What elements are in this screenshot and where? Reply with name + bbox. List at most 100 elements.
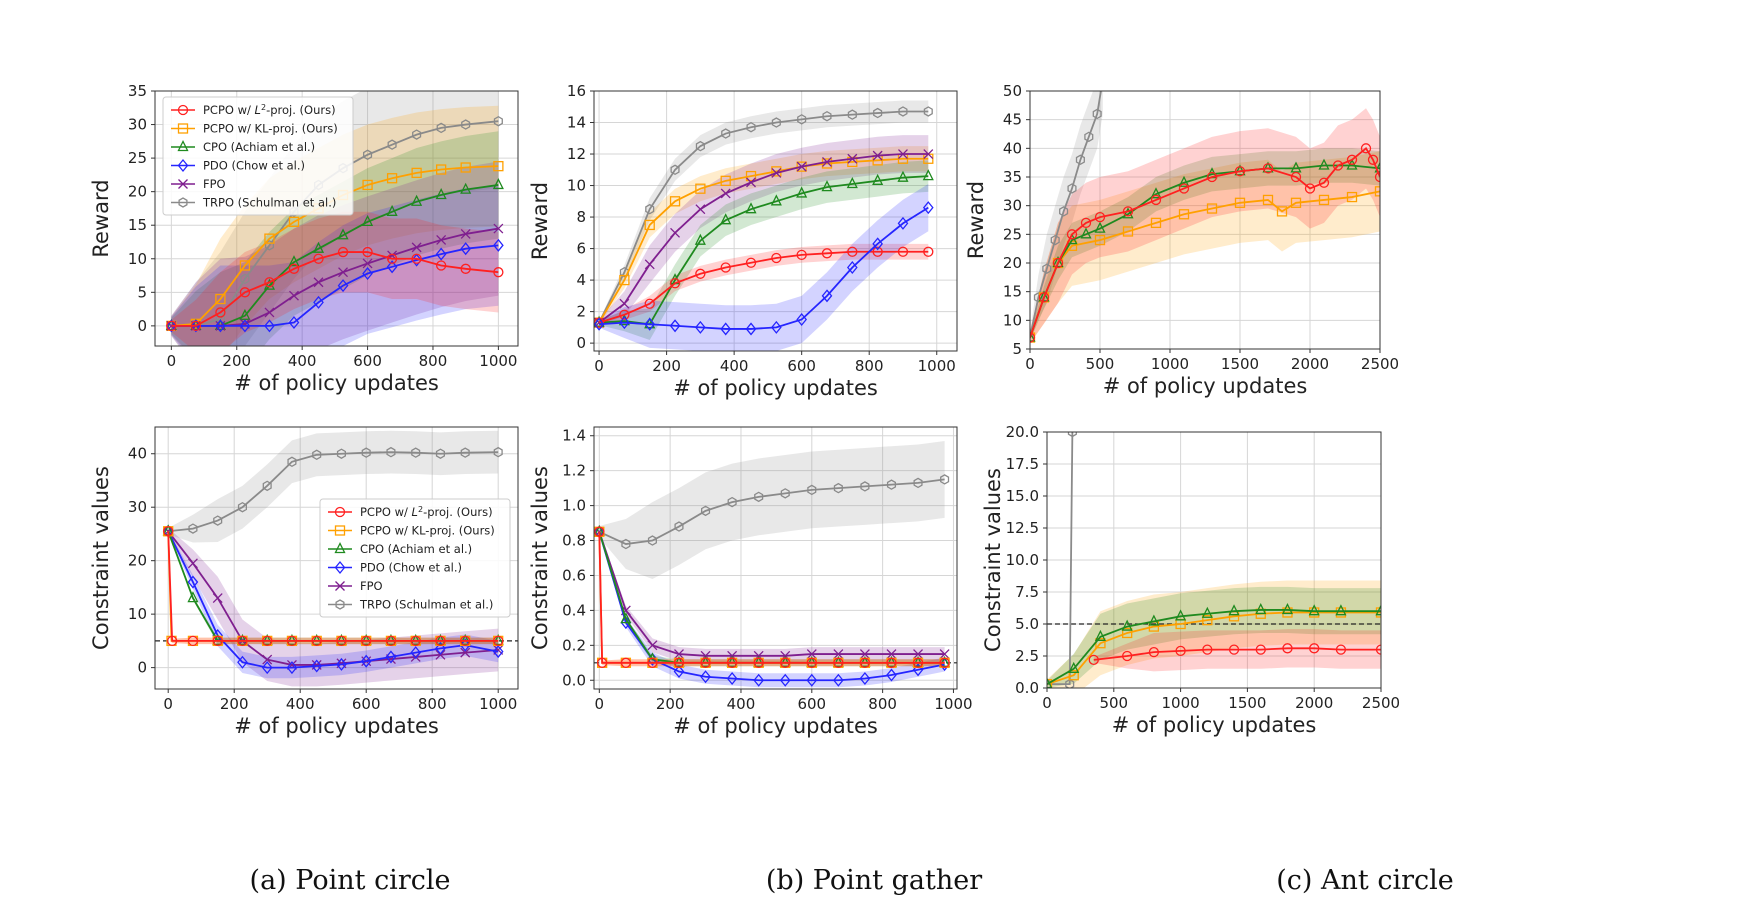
data-point-pcpo_kl	[435, 164, 447, 175]
x-tick-label: 600	[352, 695, 381, 713]
data-point-pcpo_l2	[362, 246, 373, 258]
data-point-cpo	[694, 233, 706, 245]
y-tick-label: 1.4	[562, 427, 586, 445]
data-point-trpo	[336, 448, 346, 459]
x-tick-label: 200	[652, 357, 681, 375]
data-point-pcpo_l2	[594, 526, 605, 537]
y-tick-label: 7.5	[1015, 583, 1039, 601]
data-point-pdo	[796, 312, 808, 327]
series-line-fpo	[598, 531, 945, 657]
data-point-cpo	[806, 655, 818, 667]
y-tick-label: 20	[128, 183, 147, 201]
data-point-pcpo_kl	[1150, 217, 1162, 229]
x-tick-label: 0	[594, 357, 604, 375]
data-point-cpo	[165, 318, 177, 331]
legend: PCPO w/ L2-proj. (Ours) PCPO w/ KL-proj. …	[162, 96, 354, 216]
data-point-pcpo_kl	[1178, 209, 1190, 220]
data-point-pdo	[833, 673, 844, 687]
plot-area	[1030, 91, 1380, 344]
band-pcpo_kl	[171, 105, 499, 346]
data-point-pdo	[492, 645, 504, 659]
data-point-trpo	[807, 484, 817, 496]
data-point-pcpo_l2	[167, 635, 178, 647]
data-point-pcpo_l2	[1375, 644, 1381, 655]
band-trpo	[599, 100, 929, 325]
data-point-fpo	[771, 167, 782, 178]
data-point-pdo	[435, 247, 447, 261]
data-point-pcpo_l2	[1309, 643, 1320, 654]
y-tick-label: 5.0	[1015, 615, 1039, 633]
data-point-cpo	[362, 214, 374, 227]
data-point-cpo	[410, 633, 422, 646]
data-point-cpo	[726, 655, 738, 667]
data-point-cpo	[337, 228, 349, 240]
x-tick-label: 1000	[479, 352, 517, 370]
data-point-fpo	[806, 649, 817, 660]
data-point-cpo	[779, 655, 791, 667]
data-point-cpo	[700, 655, 712, 667]
data-point-pcpo_kl	[493, 161, 504, 172]
data-point-pdo	[922, 201, 934, 215]
data-point-fpo	[939, 649, 950, 660]
data-point-pdo	[720, 322, 732, 336]
data-point-pcpo_l2	[336, 635, 347, 647]
legend-label-pdo: PDO (Chow et al.)	[203, 159, 305, 173]
data-point-trpo	[312, 449, 322, 461]
data-point-pcpo_l2	[912, 657, 924, 668]
data-point-fpo	[411, 242, 422, 253]
band-trpo	[1030, 91, 1103, 343]
data-point-pcpo_l2	[1038, 292, 1050, 303]
y-tick-label: 1.2	[562, 462, 586, 480]
data-point-pdo	[459, 638, 471, 652]
data-point-pcpo_kl	[745, 170, 757, 182]
y-tick-label: 15	[1003, 283, 1022, 301]
data-point-pcpo_l2	[1332, 160, 1344, 171]
data-point-pcpo_l2	[190, 320, 202, 332]
data-point-pdo	[647, 652, 658, 666]
data-point-cpo	[821, 180, 833, 192]
data-point-cpo	[859, 655, 871, 667]
data-point-trpo	[188, 523, 198, 534]
data-point-pcpo_l2	[1175, 645, 1186, 657]
band-pcpo_l2	[171, 211, 499, 346]
data-point-cpo	[1255, 602, 1267, 615]
y-tick-label: 20	[1003, 254, 1022, 272]
plot-frame	[1029, 90, 1381, 350]
caption-ant-circle: (c) Ant circle	[1276, 865, 1454, 896]
data-point-pdo	[594, 317, 605, 331]
y-tick-label: 17.5	[1006, 455, 1039, 473]
data-point-pdo	[237, 655, 248, 669]
data-point-fpo	[460, 647, 471, 658]
data-point-pcpo_l2	[386, 253, 398, 264]
data-point-pcpo_l2	[720, 262, 731, 273]
y-tick-label: 16	[567, 82, 586, 100]
data-point-cpo	[885, 655, 898, 667]
data-point-pdo	[673, 665, 685, 679]
caption-point-circle: (a) Point circle	[250, 865, 451, 896]
data-point-trpo	[461, 119, 471, 130]
data-point-pcpo_l2	[695, 268, 706, 279]
data-point-pdo	[166, 319, 177, 333]
data-point-cpo	[1346, 158, 1358, 170]
data-point-trpo	[213, 515, 223, 526]
chart-point-gather-reward: 0 200 400 600 800 1000 0 2 4 6 8 10 12 14 16 # of polic…	[528, 82, 958, 400]
legend-label-cpo: CPO (Achiam et al.)	[360, 542, 472, 556]
x-tick-label: 0	[163, 695, 173, 713]
x-tick-label: 800	[418, 695, 447, 713]
data-point-cpo	[796, 186, 808, 198]
data-point-pcpo_kl	[1276, 206, 1288, 217]
data-point-cpo	[286, 633, 298, 646]
band-trpo	[168, 430, 499, 543]
data-point-pcpo_l2	[1234, 166, 1246, 177]
data-point-fpo	[674, 649, 684, 660]
data-point-cpo	[212, 633, 224, 646]
data-point-pcpo_l2	[726, 657, 738, 668]
data-point-pdo	[286, 661, 298, 675]
legend-label-pcpo_l2: PCPO w/ L2-proj. (Ours)	[360, 505, 493, 520]
data-point-pcpo_l2	[1262, 163, 1274, 174]
y-axis-label: Reward	[964, 181, 988, 259]
y-tick-label: 12.5	[1006, 519, 1039, 537]
x-tick-label: 400	[286, 695, 315, 713]
data-point-pcpo_kl	[1375, 607, 1381, 618]
x-tick-label: 0	[167, 352, 177, 370]
